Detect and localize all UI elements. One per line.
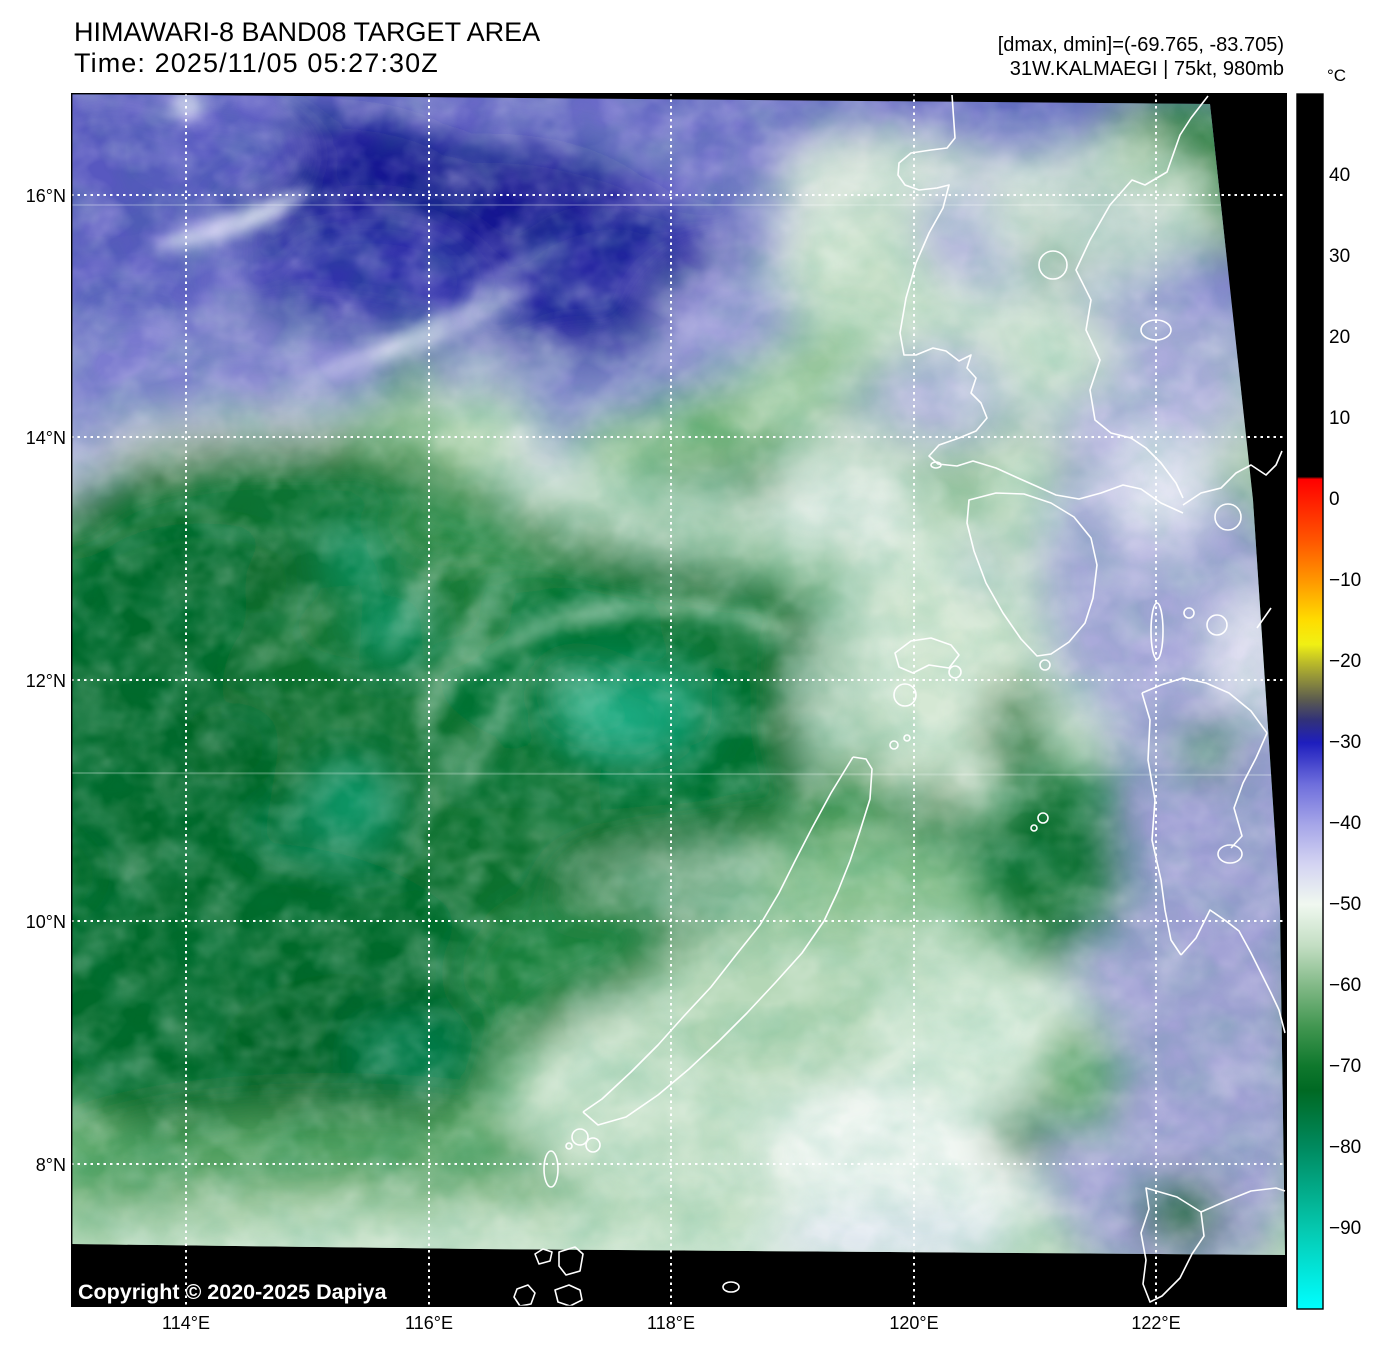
svg-text:Copyright © 2020-2025 Dapiya: Copyright © 2020-2025 Dapiya	[78, 1280, 388, 1304]
